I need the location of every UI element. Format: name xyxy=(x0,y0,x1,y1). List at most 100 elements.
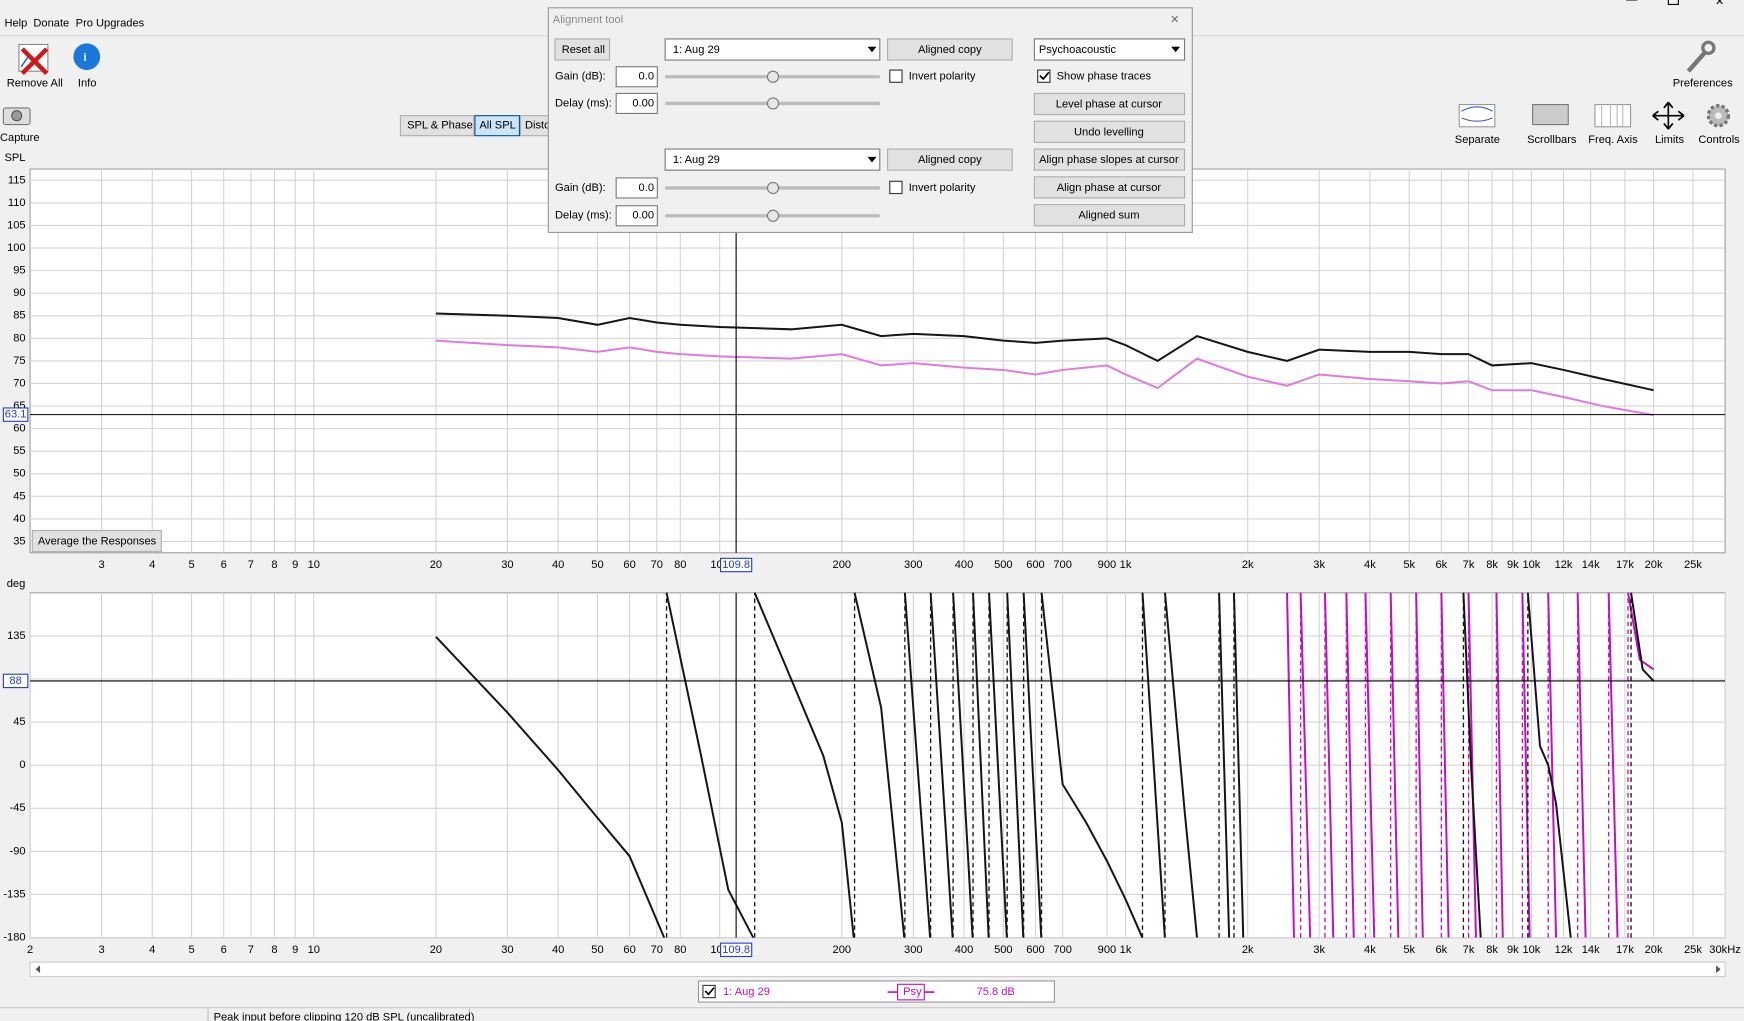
button-label: Average the Responses xyxy=(38,536,157,548)
toolbar-label: Scrollbars xyxy=(1527,134,1577,146)
dropdown-value: 1: Aug 29 xyxy=(673,154,720,166)
y-tick-label: 85 xyxy=(13,310,25,322)
status-text: Peak input before clipping 120 dB SPL (u… xyxy=(214,1012,475,1021)
x-tick-label: 17k xyxy=(1616,944,1634,956)
x-tick-label: 25k xyxy=(1684,559,1702,571)
checkbox-label: Invert polarity xyxy=(909,71,976,83)
legend-smoothing: Psy xyxy=(903,986,922,998)
legend-name: 1: Aug 29 xyxy=(723,986,770,998)
x-tick-label: 900 xyxy=(1098,559,1117,571)
x-tick-label: 60 xyxy=(623,944,635,956)
slider-thumb[interactable] xyxy=(767,71,778,82)
x-tick-label: 300 xyxy=(904,944,923,956)
x-tick-label: 30 xyxy=(501,944,513,956)
x-tick-label: 14k xyxy=(1582,944,1600,956)
x-tick-label: 12k xyxy=(1555,944,1573,956)
x-tick-label: 8k xyxy=(1486,944,1498,956)
dropdown-value: Psychoacoustic xyxy=(1039,44,1117,56)
x-tick-label: 10 xyxy=(308,944,320,956)
y-tick-label: 55 xyxy=(13,445,25,457)
y-tick-label: 40 xyxy=(13,513,25,525)
menu-item[interactable]: Help xyxy=(4,17,27,29)
scrollbar-track[interactable] xyxy=(30,962,1725,976)
y-tick-label: 105 xyxy=(7,219,26,231)
x-tick-label: 10k xyxy=(1522,944,1540,956)
y-tick-label: 100 xyxy=(7,242,26,254)
average-button[interactable]: Average the Responses xyxy=(32,531,161,552)
slider-thumb[interactable] xyxy=(767,210,778,221)
x-tick-label: 50 xyxy=(591,944,603,956)
x-tick-label: 50 xyxy=(591,559,603,571)
y-tick-label: 50 xyxy=(13,468,25,480)
input-value: 0.0 xyxy=(639,182,654,194)
x-tick-label: 60 xyxy=(623,559,635,571)
x-tick-label: 700 xyxy=(1053,559,1072,571)
tab-label: Disto xyxy=(525,120,550,132)
x-tick-label: 200 xyxy=(833,559,852,571)
checkbox-label: Show phase traces xyxy=(1057,71,1152,83)
input-value: 0.00 xyxy=(632,97,654,109)
y-tick-label: 45 xyxy=(13,716,25,728)
x-tick-label: 8 xyxy=(271,944,277,956)
x-tick-label: 9k xyxy=(1507,944,1519,956)
x-tick-label: 14k xyxy=(1582,559,1600,571)
y-tick-label: -90 xyxy=(10,845,26,857)
x-tick-label: 5 xyxy=(188,944,194,956)
y-tick-label: 45 xyxy=(13,490,25,502)
field-label: Gain (dB): xyxy=(555,182,606,194)
x-tick-label: 70 xyxy=(651,559,663,571)
x-tick-label: 5 xyxy=(188,559,194,571)
window-close[interactable]: ✕ xyxy=(1715,0,1724,8)
x-tick-label: 6 xyxy=(221,559,227,571)
x-tick-label: 3 xyxy=(98,559,104,571)
checkbox[interactable] xyxy=(890,70,902,82)
x-tick-label: 9 xyxy=(292,559,298,571)
x-tick-label: 17k xyxy=(1616,559,1634,571)
x-tick-label: 3 xyxy=(98,944,104,956)
y-tick-label: 95 xyxy=(13,265,25,277)
y-tick-label: 60 xyxy=(13,423,25,435)
x-tick-label: 12k xyxy=(1555,559,1573,571)
x-tick-label: 20 xyxy=(430,944,442,956)
button-label: Aligned copy xyxy=(918,154,982,166)
y-tick-label: 75 xyxy=(13,355,25,367)
x-tick-label: 8 xyxy=(271,559,277,571)
y-tick-label: 0 xyxy=(19,759,25,771)
x-tick-label: 4 xyxy=(149,944,155,956)
freq-axis-button[interactable]: Freq. Axis xyxy=(1588,105,1638,147)
x-tick-label: 7 xyxy=(248,559,254,571)
button-label: Reset all xyxy=(562,44,605,56)
x-tick-label: 8k xyxy=(1486,559,1498,571)
slider-thumb[interactable] xyxy=(767,98,778,109)
toolbar-label: Separate xyxy=(1455,134,1500,146)
window-minimize[interactable]: — xyxy=(1626,0,1638,6)
x-tick-label: 600 xyxy=(1026,559,1045,571)
y-tick-label: 135 xyxy=(7,630,26,642)
x-tick-label: 80 xyxy=(674,944,686,956)
x-tick-label: 1k xyxy=(1120,559,1132,571)
slider-thumb[interactable] xyxy=(767,182,778,193)
x-tick-label: 20k xyxy=(1645,559,1663,571)
x-tick-label: 80 xyxy=(674,559,686,571)
cursor-x-label: 109.8 xyxy=(722,559,750,571)
x-tick-label: 40 xyxy=(552,944,564,956)
dialog-title: Alignment tool xyxy=(553,14,623,26)
checkbox[interactable] xyxy=(890,181,902,193)
button-label: Aligned copy xyxy=(918,44,982,56)
menu-item[interactable]: Donate xyxy=(33,17,69,29)
y-axis-label: deg xyxy=(7,578,26,590)
tabs: SPL & Phase All SPL Disto xyxy=(400,116,553,136)
x-tick-label: 2k xyxy=(1242,944,1254,956)
x-tick-label: 400 xyxy=(955,559,974,571)
x-tick-label: 4k xyxy=(1364,944,1376,956)
dialog-close[interactable]: ✕ xyxy=(1170,14,1179,26)
y-tick-label: -45 xyxy=(10,802,26,814)
x-tick-label: 40 xyxy=(552,559,564,571)
cursor-x-label: 109.8 xyxy=(722,944,750,956)
x-tick-label: 7k xyxy=(1463,559,1475,571)
separate-button[interactable]: Separate xyxy=(1455,105,1500,147)
x-tick-label: 5k xyxy=(1403,559,1415,571)
menu-item[interactable]: Pro Upgrades xyxy=(76,17,145,29)
